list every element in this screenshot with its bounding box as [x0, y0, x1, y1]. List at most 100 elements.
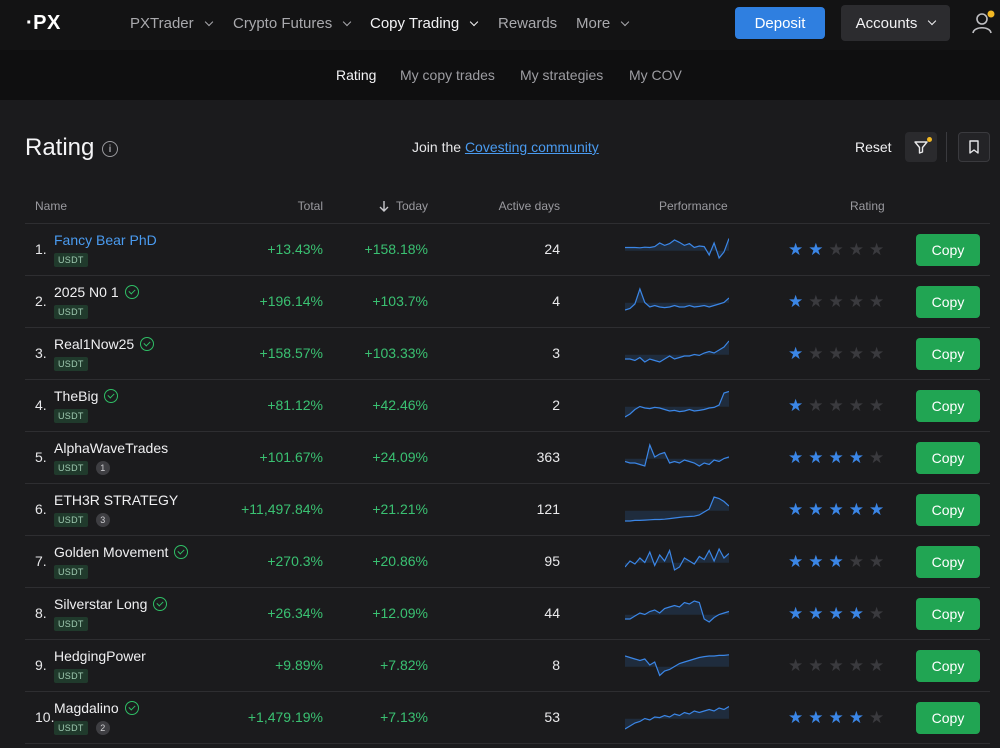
currency-tag: USDT [54, 669, 88, 683]
strategy-name[interactable]: TheBig [54, 388, 119, 404]
active-days: 4 [552, 293, 560, 309]
copy-button[interactable]: Copy [916, 338, 980, 370]
col-rating[interactable]: Rating [850, 199, 885, 213]
strategy-name-label: Golden Movement [54, 544, 169, 560]
today-return: +24.09% [372, 449, 428, 465]
star-icon: ★ [869, 448, 885, 467]
sparkline-line [625, 443, 729, 467]
nav-crypto-futures[interactable]: Crypto Futures [233, 15, 352, 32]
rank: 7. [35, 553, 47, 569]
currency-tag: USDT [54, 253, 88, 267]
table-row[interactable]: 2. 2025 N0 1 USDT +196.14% +103.7% 4 ★ ★ ★ ★ ★ Copy [25, 276, 990, 328]
copy-button[interactable]: Copy [916, 390, 980, 422]
star-icon: ★ [788, 552, 804, 571]
strategy-name[interactable]: Golden Movement [54, 544, 189, 560]
tab-my-copy-trades[interactable]: My copy trades [400, 67, 495, 83]
table-row[interactable]: 6. ETH3R STRATEGY USDT 3 +11,497.84% +21.21% 1… [25, 484, 990, 536]
user-profile-icon[interactable] [970, 10, 996, 36]
table-row[interactable]: 9. HedgingPower USDT +9.89% +7.82% 8 ★ ★ ★ ★ ★ Copy [25, 640, 990, 692]
reset-button[interactable]: Reset [855, 139, 892, 155]
star-icon: ★ [808, 448, 824, 467]
col-total[interactable]: Total [297, 199, 323, 213]
star-icon: ★ [848, 448, 864, 467]
table-row[interactable]: 7. Golden Movement USDT +270.3% +20.86% 95 ★ ★ ★… [25, 536, 990, 588]
bookmark-button[interactable] [958, 132, 990, 162]
col-today[interactable]: Today [378, 199, 428, 213]
star-rating: ★ ★ ★ ★ ★ [788, 501, 884, 518]
filter-button[interactable] [905, 132, 937, 162]
today-return: +158.18% [364, 241, 428, 257]
rating-table: Name Total Today Active days Performance… [25, 188, 990, 744]
star-icon: ★ [828, 604, 844, 623]
star-icon: ★ [808, 396, 824, 415]
sparkline-line [625, 390, 729, 418]
strategy-name[interactable]: 2025 N0 1 [54, 284, 139, 300]
today-return: +7.82% [380, 657, 428, 673]
tab-rating[interactable]: Rating [336, 67, 377, 83]
copy-button[interactable]: Copy [916, 546, 980, 578]
rank: 9. [35, 657, 47, 673]
star-rating: ★ ★ ★ ★ ★ [788, 345, 884, 362]
copy-button[interactable]: Copy [916, 234, 980, 266]
sparkline-line [625, 654, 729, 677]
strategy-name[interactable]: Silverstar Long [54, 596, 168, 612]
deposit-button[interactable]: Deposit [735, 7, 825, 39]
star-icon: ★ [788, 344, 804, 363]
verified-icon [174, 545, 189, 559]
table-row[interactable]: 8. Silverstar Long USDT +26.34% +12.09% 44 ★ ★ ★… [25, 588, 990, 640]
currency-tag: USDT [54, 565, 88, 579]
star-icon: ★ [848, 396, 864, 415]
performance-sparkline [625, 547, 729, 571]
col-name[interactable]: Name [35, 199, 68, 213]
today-return: +20.86% [372, 553, 428, 569]
total-return: +101.67% [259, 449, 323, 465]
table-row[interactable]: 5. AlphaWaveTrades USDT 1 +101.67% +24.09% 363… [25, 432, 990, 484]
col-active-days[interactable]: Active days [498, 199, 560, 213]
strategy-name[interactable]: Magdalino [54, 700, 139, 716]
table-row[interactable]: 4. TheBig USDT +81.12% +42.46% 2 ★ ★ ★ ★ ★ Copy [25, 380, 990, 432]
divider [946, 132, 947, 162]
total-return: +158.57% [259, 345, 323, 361]
nav-pxtrader[interactable]: PXTrader [130, 15, 213, 32]
star-rating: ★ ★ ★ ★ ★ [788, 397, 884, 414]
sparkline-area [625, 706, 729, 729]
tab-my-strategies[interactable]: My strategies [520, 67, 604, 83]
strategy-name[interactable]: Real1Now25 [54, 336, 155, 352]
copy-button[interactable]: Copy [916, 702, 980, 734]
star-icon: ★ [788, 604, 804, 623]
active-days: 363 [536, 449, 560, 465]
strategy-name[interactable]: Fancy Bear PhD [54, 232, 157, 248]
copy-button[interactable]: Copy [916, 286, 980, 318]
nav-rewards[interactable]: Rewards [498, 15, 557, 32]
tab-my-cov[interactable]: My COV [629, 67, 682, 83]
star-icon: ★ [869, 604, 885, 623]
covesting-community-link[interactable]: Covesting community [464, 139, 599, 155]
px-logo[interactable]: ·PX [26, 12, 61, 34]
copy-button[interactable]: Copy [916, 598, 980, 630]
strategy-name[interactable]: HedgingPower [54, 648, 146, 664]
rank: 10. [35, 709, 55, 725]
table-row[interactable]: 3. Real1Now25 USDT +158.57% +103.33% 3 ★ ★ ★ ★ ★ Co… [25, 328, 990, 380]
copy-button[interactable]: Copy [916, 494, 980, 526]
tag-row: USDT [54, 253, 88, 267]
currency-tag: USDT [54, 461, 88, 475]
copy-button[interactable]: Copy [916, 650, 980, 682]
star-icon: ★ [788, 292, 804, 311]
table-row[interactable]: 10. Magdalino USDT 2 +1,479.19% +7.13% 53 ★ ★ ★ ★ ★… [25, 692, 990, 744]
bookmark-icon [969, 140, 979, 154]
nav-more[interactable]: More [576, 15, 630, 32]
star-icon: ★ [828, 448, 844, 467]
info-icon[interactable]: i [102, 141, 118, 157]
total-return: +196.14% [259, 293, 323, 309]
nav-copy-trading[interactable]: Copy Trading [370, 15, 479, 32]
star-icon: ★ [869, 292, 885, 311]
copy-button[interactable]: Copy [916, 442, 980, 474]
active-days: 2 [552, 397, 560, 413]
strategy-name[interactable]: ETH3R STRATEGY [54, 492, 178, 508]
table-row[interactable]: 1. Fancy Bear PhD USDT +13.43% +158.18% 24 ★ ★ ★… [25, 224, 990, 276]
count-badge: 3 [95, 513, 110, 527]
strategy-name[interactable]: AlphaWaveTrades [54, 440, 168, 456]
tag-row: USDT 1 [54, 461, 110, 475]
accounts-button[interactable]: Accounts [841, 5, 950, 41]
star-icon: ★ [808, 344, 824, 363]
